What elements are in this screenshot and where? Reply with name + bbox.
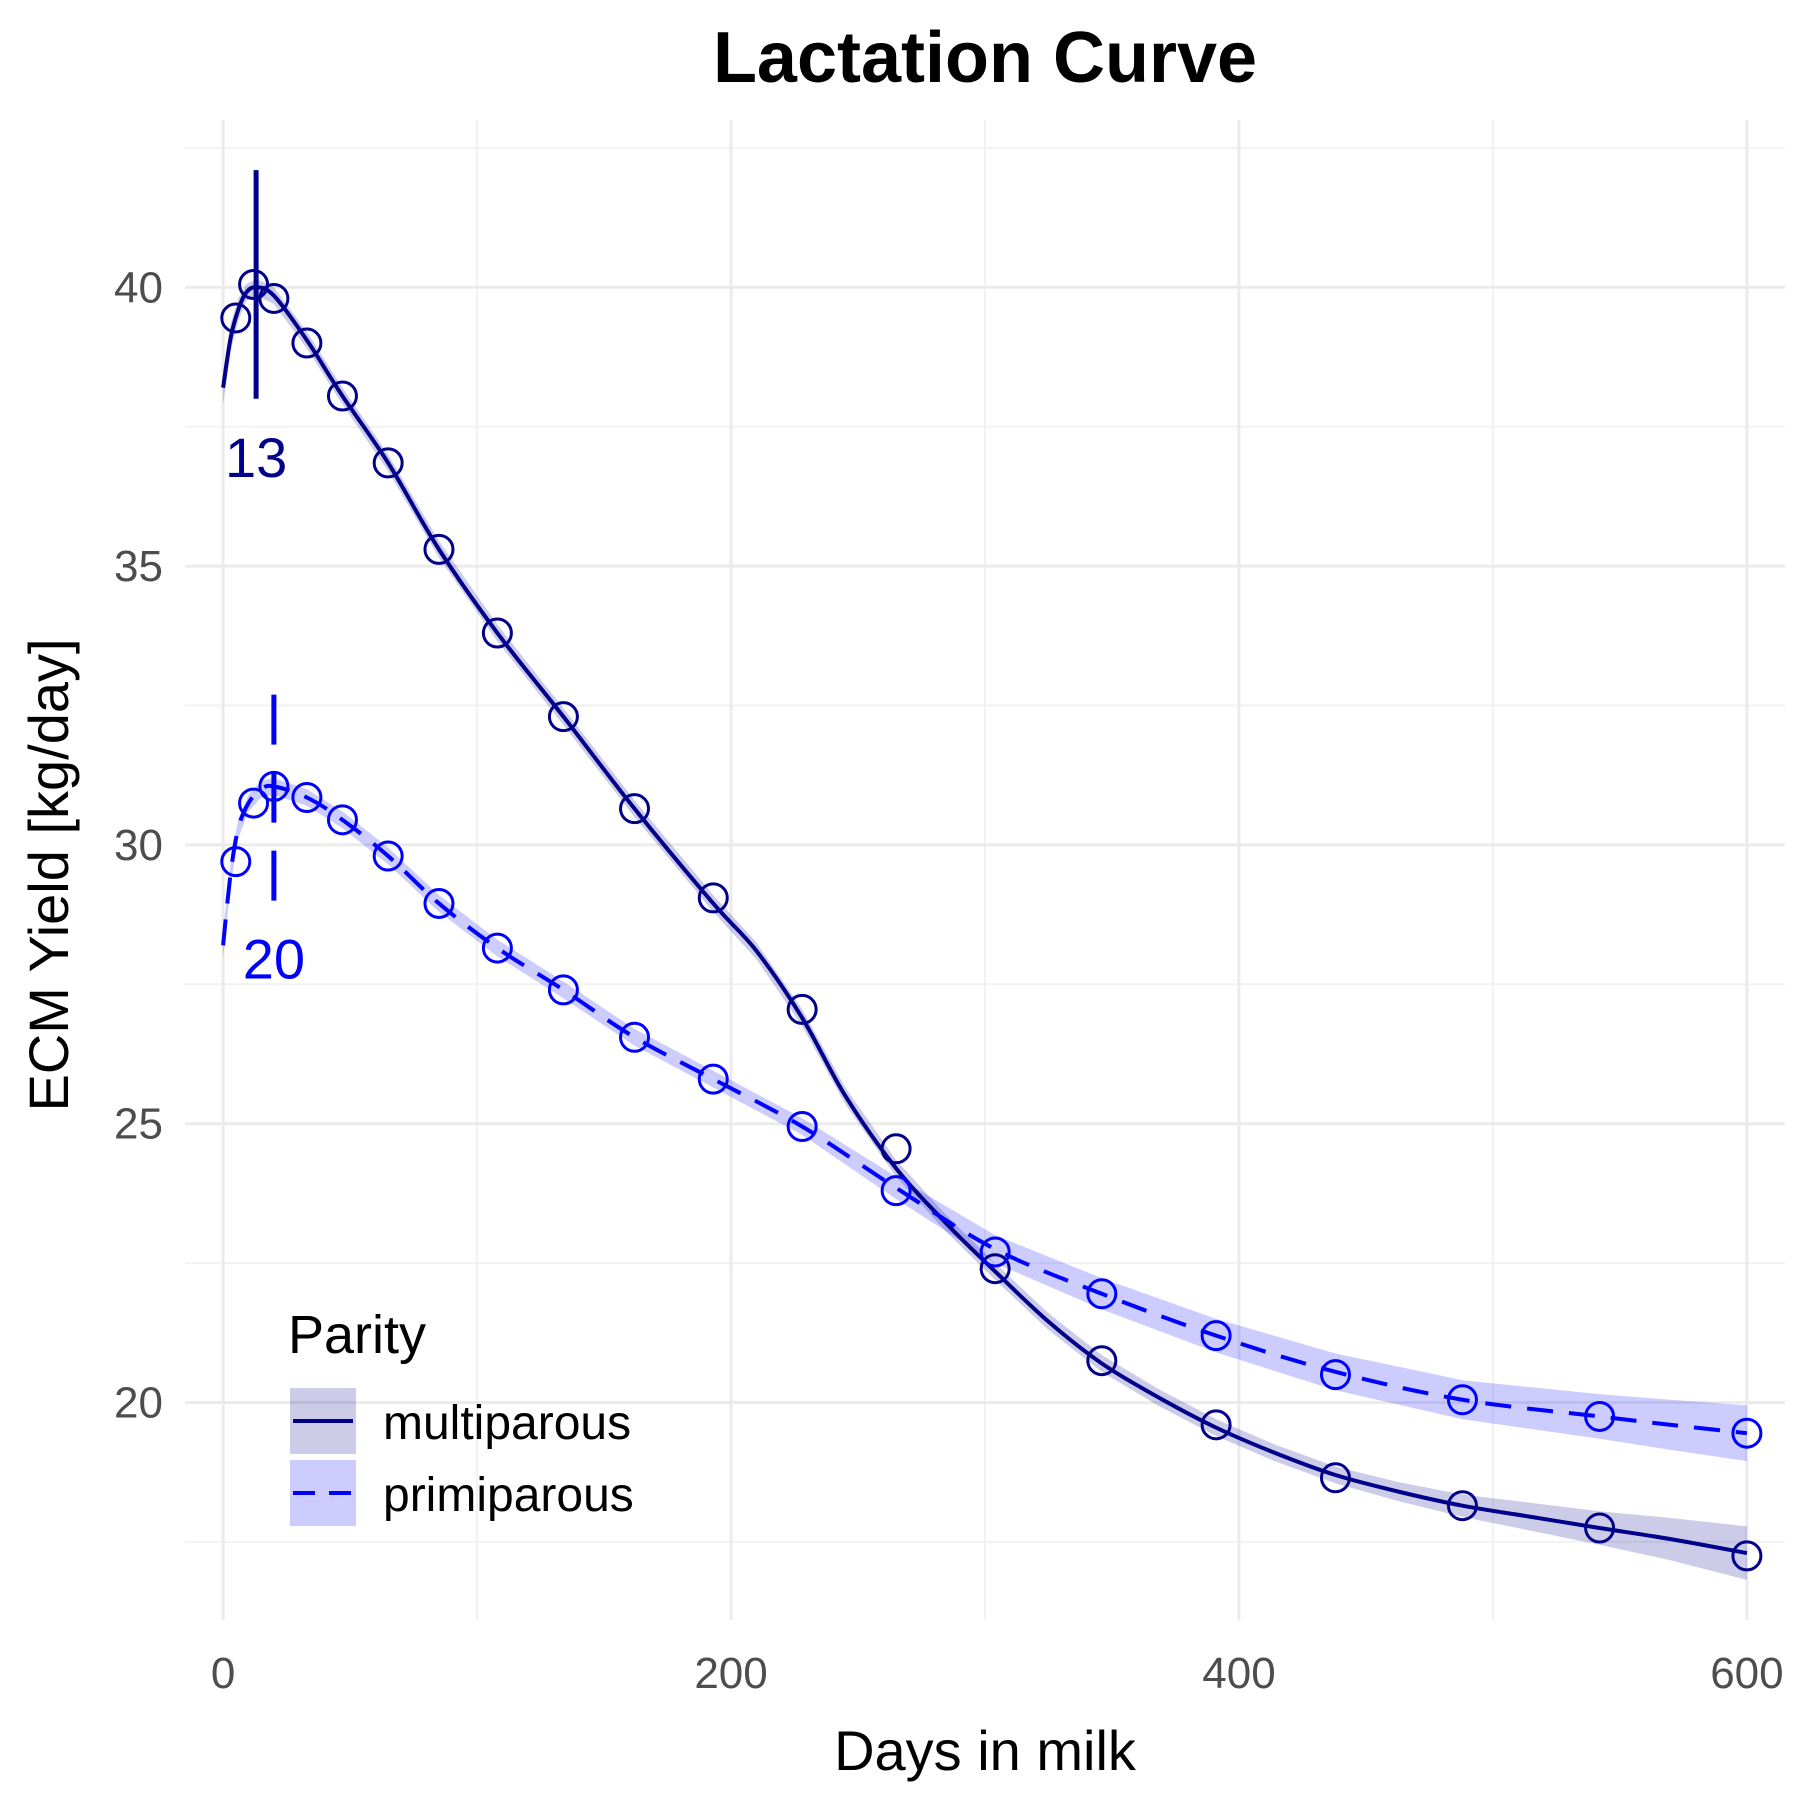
legend: Parity multiparous primiparous [288, 1305, 634, 1526]
x-tick-label: 0 [211, 1649, 235, 1698]
data-point-multiparous [1200, 1409, 1232, 1441]
peak-label-multiparous: 13 [225, 426, 287, 489]
chart-title: Lactation Curve [713, 18, 1257, 98]
data-point-multiparous [547, 701, 579, 733]
legend-title: Parity [288, 1305, 426, 1365]
data-point-primiparous [880, 1175, 912, 1207]
data-point-primiparous [372, 840, 404, 872]
x-tick-label: 600 [1710, 1649, 1783, 1698]
data-point-primiparous [1584, 1400, 1616, 1432]
data-point-primiparous [423, 887, 455, 919]
data-point-multiparous [1319, 1462, 1351, 1494]
legend-label-primiparous: primiparous [383, 1469, 634, 1522]
data-point-multiparous [880, 1133, 912, 1165]
fitted-curve-multiparous [221, 285, 1748, 1556]
data-point-primiparous [1200, 1320, 1232, 1352]
data-point-multiparous [1446, 1490, 1478, 1522]
legend-label-multiparous: multiparous [383, 1397, 631, 1450]
axes: 0 200 400 600 20 25 30 35 40 [114, 263, 1784, 1698]
data-point-primiparous [619, 1021, 651, 1053]
y-tick-label: 20 [114, 1379, 163, 1428]
data-point-multiparous [291, 327, 323, 359]
data-point-primiparous [291, 782, 323, 814]
y-tick-label: 40 [114, 263, 163, 312]
y-tick-label: 25 [114, 1100, 163, 1149]
x-tick-label: 200 [694, 1649, 767, 1698]
data-points [220, 268, 1763, 1572]
data-point-multiparous [372, 447, 404, 479]
data-point-primiparous [326, 804, 358, 836]
data-point-primiparous [1086, 1278, 1118, 1310]
data-point-multiparous [481, 617, 513, 649]
data-point-primiparous [220, 846, 252, 878]
data-point-multiparous [258, 282, 290, 314]
x-tick-label: 400 [1202, 1649, 1275, 1698]
data-point-primiparous [547, 974, 579, 1006]
grid [185, 120, 1785, 1620]
data-point-primiparous [238, 787, 270, 819]
data-point-primiparous [786, 1111, 818, 1143]
data-point-multiparous [1086, 1345, 1118, 1377]
peak-markers: 13 20 [225, 170, 305, 991]
data-point-primiparous [979, 1236, 1011, 1268]
y-tick-label: 30 [114, 821, 163, 870]
fitted-curves [221, 285, 1748, 1556]
data-point-multiparous [326, 380, 358, 412]
data-point-primiparous [1446, 1384, 1478, 1416]
y-tick-label: 35 [114, 542, 163, 591]
data-point-multiparous [220, 302, 252, 334]
data-point-multiparous [423, 533, 455, 565]
data-point-primiparous [697, 1063, 729, 1095]
data-point-multiparous [1584, 1512, 1616, 1544]
data-point-multiparous [979, 1253, 1011, 1285]
y-axis-title: ECM Yield [kg/day] [17, 638, 80, 1111]
data-point-multiparous [697, 882, 729, 914]
data-point-multiparous [1731, 1540, 1763, 1572]
fitted-curve-primiparous [221, 783, 1748, 1436]
data-point-multiparous [786, 993, 818, 1025]
peak-label-primiparous: 20 [243, 928, 305, 991]
data-point-multiparous [619, 793, 651, 825]
data-point-primiparous [1319, 1359, 1351, 1391]
x-axis-title: Days in milk [834, 1719, 1137, 1782]
data-point-primiparous [258, 770, 290, 802]
data-point-primiparous [1731, 1417, 1763, 1449]
data-point-primiparous [481, 932, 513, 964]
